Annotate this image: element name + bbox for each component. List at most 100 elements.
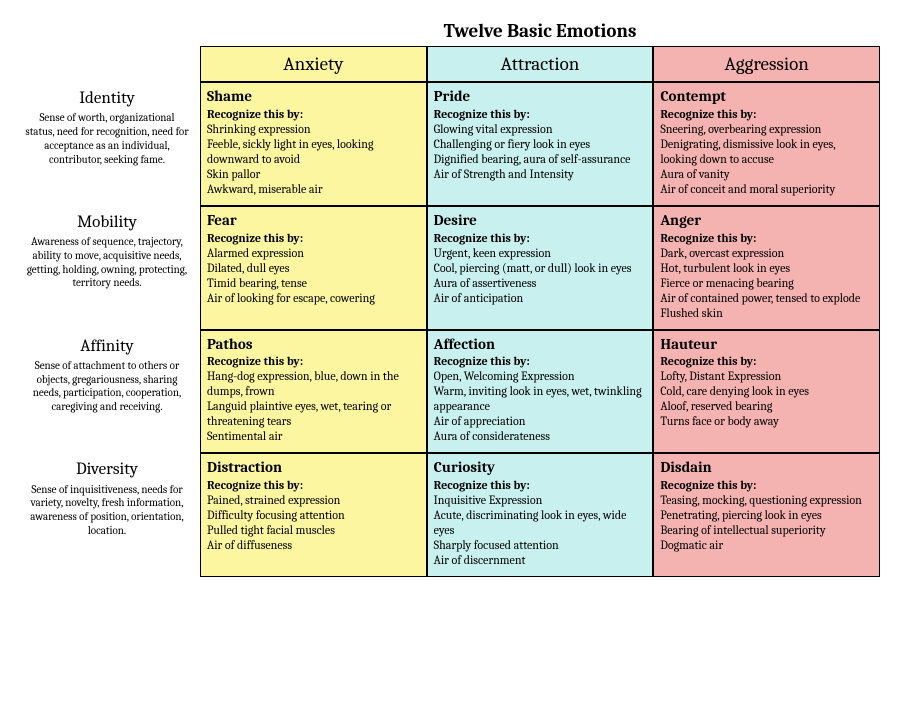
descriptor-line: Aura of considerateness (434, 429, 647, 444)
emotion-name: Pride (434, 87, 647, 106)
descriptor-line: Air of anticipation (434, 291, 647, 306)
descriptor-line: Air of discernment (434, 553, 647, 568)
descriptor-line: Penetrating, piercing look in eyes (660, 508, 873, 523)
row-title: Affinity (24, 336, 190, 357)
row-title: Mobility (24, 212, 190, 233)
descriptor-line: Teasing, mocking, questioning expression (660, 493, 873, 508)
recognize-label: Recognize this by: (660, 231, 873, 246)
emotion-name: Anger (660, 211, 873, 230)
descriptor-line: Bearing of intellectual superiority (660, 523, 873, 538)
emotion-cell: PrideRecognize this by:Glowing vital exp… (427, 82, 654, 206)
emotion-cell: CuriosityRecognize this by:Inquisitive E… (427, 453, 654, 577)
row-label: Diversity Sense of inquisitiveness, needs… (20, 453, 200, 577)
recognize-label: Recognize this by: (660, 107, 873, 122)
recognize-label: Recognize this by: (660, 354, 873, 369)
descriptor-line: Air of contained power, tensed to explod… (660, 291, 873, 306)
row-desc: Sense of worth, organizational status, n… (24, 111, 190, 166)
descriptor-line: Dark, overcast expression (660, 246, 873, 261)
descriptor-line: Air of Strength and Intensity (434, 167, 647, 182)
descriptor-line: Flushed skin (660, 306, 873, 321)
recognize-label: Recognize this by: (434, 354, 647, 369)
descriptor-line: Dogmatic air (660, 538, 873, 553)
descriptor-line: Glowing vital expression (434, 122, 647, 137)
emotion-name: Shame (207, 87, 420, 106)
emotion-name: Desire (434, 211, 647, 230)
blank-corner (20, 46, 200, 82)
recognize-label: Recognize this by: (207, 107, 420, 122)
descriptor-line: Feeble, sickly light in eyes, looking do… (207, 137, 420, 167)
emotion-name: Disdain (660, 458, 873, 477)
column-header: Anxiety (200, 46, 427, 82)
recognize-label: Recognize this by: (434, 478, 647, 493)
emotion-cell: DesireRecognize this by:Urgent, keen exp… (427, 206, 654, 330)
row-desc: Sense of attachment to others or objects… (24, 359, 190, 414)
descriptor-line: Challenging or fiery look in eyes (434, 137, 647, 152)
descriptor-line: Alarmed expression (207, 246, 420, 261)
emotion-cell: DisdainRecognize this by:Teasing, mockin… (653, 453, 880, 577)
descriptor-line: Acute, discriminating look in eyes, wide… (434, 508, 647, 538)
descriptor-line: Cold, care denying look in eyes (660, 384, 873, 399)
recognize-label: Recognize this by: (207, 354, 420, 369)
descriptor-line: Air of diffuseness (207, 538, 420, 553)
emotion-cell: ShameRecognize this by:Shrinking express… (200, 82, 427, 206)
descriptor-line: Warm, inviting look in eyes, wet, twinkl… (434, 384, 647, 414)
row-desc: Awareness of sequence, trajectory, abili… (24, 235, 190, 290)
descriptor-line: Sneering, overbearing expression (660, 122, 873, 137)
descriptor-line: Lofty, Distant Expression (660, 369, 873, 384)
emotion-cell: DistractionRecognize this by:Pained, str… (200, 453, 427, 577)
emotions-table: Twelve Basic Emotions AnxietyAttractionA… (20, 20, 880, 577)
recognize-label: Recognize this by: (434, 107, 647, 122)
emotion-name: Contempt (660, 87, 873, 106)
emotion-name: Fear (207, 211, 420, 230)
descriptor-line: Air of looking for escape, cowering (207, 291, 420, 306)
descriptor-line: Hot, turbulent look in eyes (660, 261, 873, 276)
descriptor-line: Aura of assertiveness (434, 276, 647, 291)
descriptor-line: Languid plaintive eyes, wet, tearing or … (207, 399, 420, 429)
descriptor-line: Turns face or body away (660, 414, 873, 429)
recognize-label: Recognize this by: (660, 478, 873, 493)
descriptor-line: Sharply focused attention (434, 538, 647, 553)
emotion-cell: PathosRecognize this by:Hang-dog express… (200, 330, 427, 454)
descriptor-line: Shrinking expression (207, 122, 420, 137)
descriptor-line: Skin pallor (207, 167, 420, 182)
descriptor-line: Open, Welcoming Expression (434, 369, 647, 384)
descriptor-line: Air of appreciation (434, 414, 647, 429)
page-title: Twelve Basic Emotions (200, 20, 880, 42)
grid: AnxietyAttractionAggressionIdentitySense… (20, 46, 880, 577)
descriptor-line: Air of conceit and moral superiority (660, 182, 873, 197)
descriptor-line: Pulled tight facial muscles (207, 523, 420, 538)
recognize-label: Recognize this by: (207, 231, 420, 246)
emotion-cell: ContemptRecognize this by:Sneering, over… (653, 82, 880, 206)
descriptor-line: Fierce or menacing bearing (660, 276, 873, 291)
emotion-name: Pathos (207, 335, 420, 354)
emotion-name: Distraction (207, 458, 420, 477)
emotion-cell: AffectionRecognize this by:Open, Welcomi… (427, 330, 654, 454)
row-desc: Sense of inquisitiveness, needs for vari… (24, 483, 190, 538)
descriptor-line: Hang-dog expression, blue, down in the d… (207, 369, 420, 399)
emotion-name: Affection (434, 335, 647, 354)
descriptor-line: Cool, piercing (matt, or dull) look in e… (434, 261, 647, 276)
column-header: Aggression (653, 46, 880, 82)
row-label: IdentitySense of worth, organizational s… (20, 82, 200, 206)
recognize-label: Recognize this by: (434, 231, 647, 246)
column-header: Attraction (427, 46, 654, 82)
descriptor-line: Dilated, dull eyes (207, 261, 420, 276)
row-title: Identity (24, 88, 190, 109)
emotion-cell: AngerRecognize this by:Dark, overcast ex… (653, 206, 880, 330)
descriptor-line: Awkward, miserable air (207, 182, 420, 197)
descriptor-line: Denigrating, dismissive look in eyes, lo… (660, 137, 873, 167)
descriptor-line: Aloof, reserved bearing (660, 399, 873, 414)
emotion-name: Curiosity (434, 458, 647, 477)
descriptor-line: Difficulty focusing attention (207, 508, 420, 523)
descriptor-line: Aura of vanity (660, 167, 873, 182)
descriptor-line: Pained, strained expression (207, 493, 420, 508)
row-title: Diversity (24, 459, 190, 480)
emotion-cell: FearRecognize this by:Alarmed expression… (200, 206, 427, 330)
descriptor-line: Timid bearing, tense (207, 276, 420, 291)
descriptor-line: Urgent, keen expression (434, 246, 647, 261)
descriptor-line: Dignified bearing, aura of self-assuranc… (434, 152, 647, 167)
emotion-cell: HauteurRecognize this by:Lofty, Distant … (653, 330, 880, 454)
descriptor-line: Sentimental air (207, 429, 420, 444)
row-label: AffinitySense of attachment to others or… (20, 330, 200, 454)
recognize-label: Recognize this by: (207, 478, 420, 493)
